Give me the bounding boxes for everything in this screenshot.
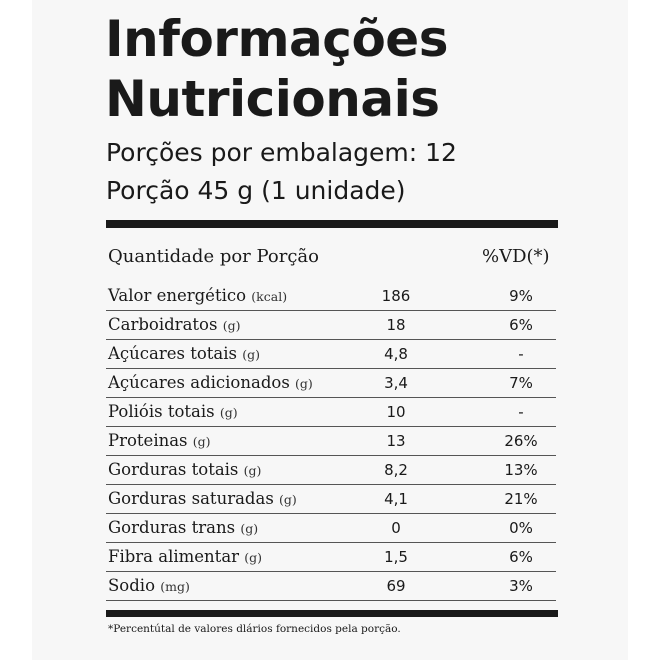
table-row: Açúcares totais (g) 4,8 - — [106, 340, 556, 369]
nutrient-label: Fibra alimentar — [108, 547, 240, 566]
table-row: Fibra alimentar (g) 1,5 6% — [106, 543, 556, 572]
nutrient-value: 0 — [391, 519, 401, 537]
nutrient-value: 4,1 — [384, 490, 408, 508]
nutrient-unit: (g) — [243, 463, 262, 478]
nutrient-unit: (g) — [244, 550, 263, 565]
table-row: Gorduras totais (g) 8,2 13% — [106, 456, 556, 485]
nutrient-name: Polióis totais (g) — [108, 402, 238, 421]
nutrient-label: Proteinas — [108, 431, 188, 450]
nutrient-unit: (mg) — [160, 579, 190, 594]
nutrient-label: Polióis totais — [108, 402, 215, 421]
nutrient-dv: 9% — [509, 287, 533, 305]
nutrition-table: Valor energético (kcal) 186 9% Carboidratos… — [106, 282, 556, 601]
top-divider — [106, 220, 558, 228]
nutrient-value: 69 — [386, 577, 406, 595]
nutrient-unit: (g) — [219, 405, 238, 420]
nutrient-unit: (g) — [279, 492, 297, 507]
nutrient-dv: 0% — [509, 519, 533, 537]
table-row: Polióis totais (g) 10 - — [106, 398, 556, 427]
nutrient-value: 18 — [386, 316, 406, 334]
nutrient-unit: (g) — [295, 376, 313, 391]
nutrient-label: Açúcares adicionados — [108, 373, 290, 392]
table-row: Gorduras saturadas (g) 4,1 21% — [106, 485, 556, 514]
table-row: Açúcares adicionados (g) 3,4 7% — [106, 369, 556, 398]
table-row: Valor energético (kcal) 186 9% — [106, 282, 556, 311]
title-line-1: Informações — [105, 10, 448, 68]
nutrient-label: Gorduras trans — [108, 518, 236, 537]
nutrient-name: Gorduras saturadas (g) — [108, 489, 297, 508]
servings-per-package: Porções por embalagem: 12 — [106, 138, 457, 167]
nutrient-value: 3,4 — [384, 374, 408, 392]
table-row: Sodio (mg) 69 3% — [106, 572, 556, 601]
header-dv: %VD(*) — [482, 246, 550, 267]
nutrient-label: Valor energético — [108, 286, 247, 305]
nutrient-unit: (kcal) — [251, 289, 288, 304]
table-row: Carboidratos (g) 18 6% — [106, 311, 556, 340]
nutrient-name: Gorduras trans (g) — [108, 518, 258, 537]
nutrient-label: Açúcares totais — [108, 344, 238, 363]
nutrient-dv: 21% — [504, 490, 538, 508]
nutrient-dv: 3% — [509, 577, 533, 595]
nutrient-name: Fibra alimentar (g) — [108, 547, 262, 566]
nutrient-name: Gorduras totais (g) — [108, 460, 261, 479]
nutrient-value: 10 — [386, 403, 406, 421]
nutrient-name: Proteinas (g) — [108, 431, 211, 450]
footnote: *Percentútal de valores dlários fornecid… — [108, 623, 401, 635]
nutrient-name: Açúcares totais (g) — [108, 344, 260, 363]
nutrient-dv: 26% — [504, 432, 538, 450]
nutrient-label: Sodio — [108, 576, 156, 595]
nutrient-value: 13 — [386, 432, 406, 450]
nutrient-value: 8,2 — [384, 461, 408, 479]
table-row: Proteinas (g) 13 26% — [106, 427, 556, 456]
nutrient-value: 1,5 — [384, 548, 408, 566]
nutrient-name: Carboidratos (g) — [108, 315, 240, 334]
table-row: Gorduras trans (g) 0 0% — [106, 514, 556, 543]
nutrient-dv: - — [518, 345, 524, 363]
title-line-2: Nutricionais — [105, 70, 440, 128]
nutrient-label: Gorduras saturadas — [108, 489, 274, 508]
nutrient-name: Valor energético (kcal) — [108, 286, 287, 305]
nutrient-unit: (g) — [222, 318, 241, 333]
nutrient-unit: (g) — [192, 434, 211, 449]
nutrient-dv: 7% — [509, 374, 533, 392]
nutrient-value: 186 — [381, 287, 411, 305]
nutrient-unit: (g) — [242, 347, 261, 362]
serving-size: Porção 45 g (1 unidade) — [106, 176, 406, 205]
nutrient-unit: (g) — [240, 521, 259, 536]
nutrient-value: 4,8 — [384, 345, 408, 363]
bottom-divider — [106, 610, 558, 617]
nutrient-label: Carboidratos — [108, 315, 218, 334]
nutrient-dv: - — [518, 403, 524, 421]
nutrient-dv: 13% — [504, 461, 538, 479]
nutrient-name: Sodio (mg) — [108, 576, 190, 595]
label-background — [32, 0, 628, 660]
nutrient-name: Açúcares adicionados (g) — [108, 373, 313, 392]
nutrient-dv: 6% — [509, 548, 533, 566]
nutrient-dv: 6% — [509, 316, 533, 334]
nutrient-label: Gorduras totais — [108, 460, 239, 479]
header-quantity: Quantidade por Porção — [108, 246, 319, 267]
